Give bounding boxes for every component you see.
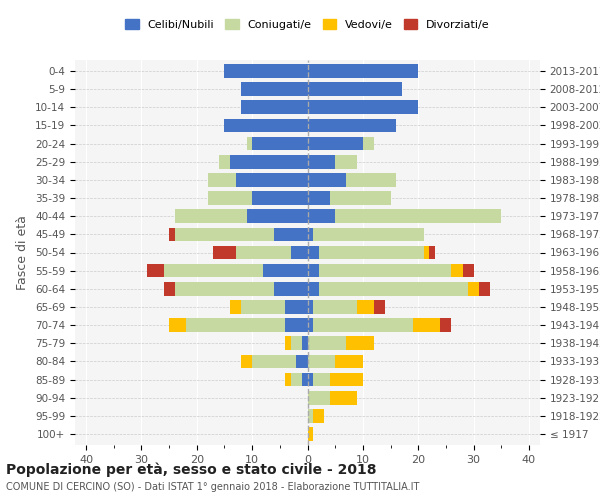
Bar (224, 118, 308, 132)
Bar (214, 246, 236, 260)
Bar (308, 409, 313, 423)
Bar (286, 336, 291, 350)
Bar (308, 246, 319, 260)
Bar (463, 264, 473, 278)
Bar (308, 264, 319, 278)
Bar (236, 246, 291, 260)
Bar (308, 318, 313, 332)
Text: Popolazione per età, sesso e stato civile - 2018: Popolazione per età, sesso e stato civil… (6, 462, 377, 477)
Bar (286, 373, 291, 386)
Bar (329, 373, 363, 386)
Bar (319, 282, 468, 296)
Bar (313, 409, 324, 423)
Bar (308, 118, 396, 132)
Bar (308, 282, 319, 296)
Bar (230, 155, 308, 168)
Bar (363, 136, 374, 150)
Bar (286, 300, 308, 314)
Bar (335, 155, 358, 168)
Bar (329, 391, 358, 404)
Bar (308, 191, 329, 205)
Bar (308, 300, 313, 314)
Bar (308, 155, 335, 168)
Bar (308, 82, 401, 96)
Bar (241, 82, 308, 96)
Bar (241, 100, 308, 114)
Bar (208, 173, 236, 186)
Bar (147, 264, 164, 278)
Bar (451, 264, 463, 278)
Bar (440, 318, 451, 332)
Bar (286, 318, 308, 332)
Bar (308, 64, 418, 78)
Bar (263, 264, 308, 278)
Bar (241, 300, 286, 314)
Bar (308, 228, 313, 241)
Bar (291, 336, 302, 350)
Bar (346, 336, 374, 350)
Bar (374, 300, 385, 314)
Bar (291, 246, 308, 260)
Bar (329, 191, 391, 205)
Bar (308, 391, 329, 404)
Bar (169, 228, 175, 241)
Bar (175, 282, 274, 296)
Bar (296, 354, 308, 368)
Bar (241, 354, 252, 368)
Bar (302, 373, 308, 386)
Bar (313, 300, 358, 314)
Bar (346, 173, 396, 186)
Bar (335, 354, 363, 368)
Bar (175, 210, 247, 223)
Bar (319, 264, 451, 278)
Bar (164, 264, 263, 278)
Bar (247, 210, 308, 223)
Bar (313, 318, 413, 332)
Bar (413, 318, 440, 332)
Bar (252, 136, 308, 150)
Bar (468, 282, 479, 296)
Bar (358, 300, 374, 314)
Bar (308, 173, 346, 186)
Bar (319, 246, 424, 260)
Bar (308, 136, 363, 150)
Bar (208, 191, 252, 205)
Bar (308, 354, 335, 368)
Bar (169, 318, 186, 332)
Text: COMUNE DI CERCINO (SO) - Dati ISTAT 1° gennaio 2018 - Elaborazione TUTTITALIA.IT: COMUNE DI CERCINO (SO) - Dati ISTAT 1° g… (6, 482, 419, 492)
Bar (429, 246, 435, 260)
Bar (302, 336, 308, 350)
Bar (479, 282, 490, 296)
Bar (308, 373, 313, 386)
Bar (224, 64, 308, 78)
Bar (308, 336, 346, 350)
Bar (252, 354, 296, 368)
Bar (335, 210, 501, 223)
Bar (186, 318, 286, 332)
Bar (274, 282, 308, 296)
Bar (230, 300, 241, 314)
Bar (308, 428, 313, 441)
Bar (424, 246, 429, 260)
Bar (291, 373, 302, 386)
Bar (308, 210, 335, 223)
Bar (313, 373, 329, 386)
Bar (252, 191, 308, 205)
Legend: Celibi/Nubili, Coniugati/e, Vedovi/e, Divorziati/e: Celibi/Nubili, Coniugati/e, Vedovi/e, Di… (122, 16, 493, 33)
Bar (219, 155, 230, 168)
Bar (308, 100, 418, 114)
Bar (247, 136, 252, 150)
Bar (274, 228, 308, 241)
Bar (313, 228, 424, 241)
Bar (164, 282, 175, 296)
Y-axis label: Fasce di età: Fasce di età (16, 215, 29, 290)
Bar (236, 173, 308, 186)
Bar (175, 228, 274, 241)
